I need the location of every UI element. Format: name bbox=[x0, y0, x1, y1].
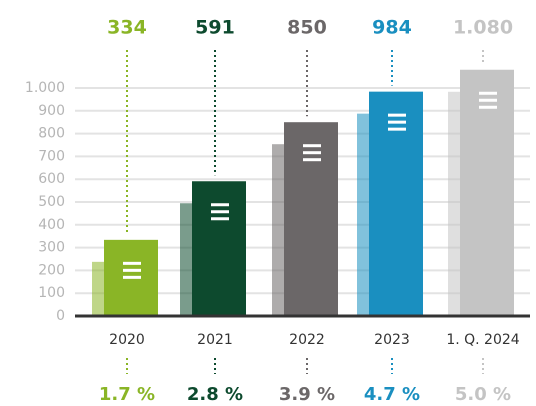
window bbox=[211, 217, 229, 221]
value-label: 850 bbox=[287, 17, 327, 39]
y-tick-label: 700 bbox=[38, 148, 65, 164]
window bbox=[303, 151, 321, 155]
window bbox=[123, 268, 141, 272]
bar bbox=[460, 69, 514, 316]
value-label: 1.080 bbox=[453, 17, 513, 39]
x-tick-label: 2023 bbox=[374, 332, 410, 348]
y-tick-label: 100 bbox=[38, 285, 65, 301]
window bbox=[211, 203, 229, 207]
window bbox=[211, 210, 229, 214]
bar bbox=[284, 122, 338, 316]
x-tick-label: 1. Q. 2024 bbox=[446, 332, 519, 348]
y-tick-label: 500 bbox=[38, 194, 65, 210]
y-tick-label: 1.000 bbox=[25, 80, 65, 96]
rate-label: 3.9 % bbox=[279, 384, 335, 405]
window bbox=[388, 120, 406, 124]
window bbox=[123, 261, 141, 265]
y-tick-label: 600 bbox=[38, 171, 65, 187]
x-tick-label: 2022 bbox=[289, 332, 325, 348]
window bbox=[123, 275, 141, 279]
window bbox=[479, 105, 497, 109]
window bbox=[303, 144, 321, 148]
window bbox=[479, 98, 497, 102]
x-tick-label: 2021 bbox=[197, 332, 233, 348]
value-label: 334 bbox=[107, 17, 147, 39]
y-tick-label: 0 bbox=[56, 308, 65, 324]
y-tick-label: 200 bbox=[38, 262, 65, 278]
y-tick-label: 300 bbox=[38, 240, 65, 256]
y-tick-label: 900 bbox=[38, 103, 65, 119]
y-tick-label: 800 bbox=[38, 126, 65, 142]
bar bbox=[369, 91, 423, 316]
window bbox=[303, 158, 321, 162]
value-label: 591 bbox=[195, 17, 235, 39]
window bbox=[388, 127, 406, 131]
y-tick-label: 400 bbox=[38, 217, 65, 233]
window bbox=[479, 91, 497, 95]
rate-label: 5.0 % bbox=[455, 384, 511, 405]
rate-label: 2.8 % bbox=[187, 384, 243, 405]
rate-label: 1.7 % bbox=[99, 384, 155, 405]
x-tick-label: 2020 bbox=[109, 332, 145, 348]
value-label: 984 bbox=[372, 17, 412, 39]
window bbox=[388, 113, 406, 117]
rate-label: 4.7 % bbox=[364, 384, 420, 405]
bar bbox=[192, 181, 246, 316]
